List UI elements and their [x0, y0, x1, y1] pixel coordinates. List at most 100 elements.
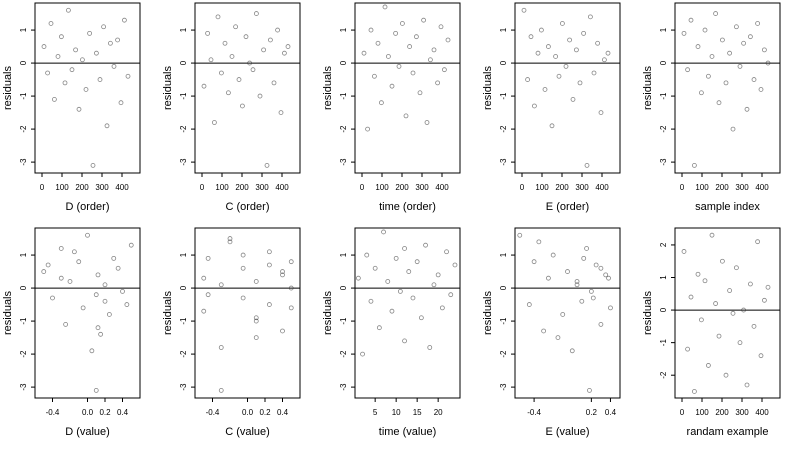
x-tick-label: 15: [413, 408, 422, 417]
point: [751, 77, 757, 82]
y-tick-label: -1: [179, 317, 188, 325]
point: [205, 255, 211, 261]
x-tick-label: 200: [715, 408, 729, 417]
point: [406, 269, 412, 274]
y-tick-label: -1: [659, 92, 668, 100]
point: [55, 54, 61, 59]
y-tick-label: 1: [339, 252, 348, 257]
y-axis-label: residuals: [2, 65, 14, 110]
point: [118, 100, 124, 106]
point: [205, 30, 211, 36]
point: [375, 40, 381, 46]
point: [688, 17, 694, 23]
point: [98, 331, 104, 337]
point: [448, 292, 454, 298]
point: [87, 30, 92, 36]
point: [288, 259, 294, 265]
point: [115, 265, 121, 271]
point: [393, 30, 399, 36]
x-tick-label: -0.4: [527, 408, 541, 417]
x-tick-label: 200: [715, 183, 729, 192]
point: [368, 27, 374, 33]
point: [407, 44, 413, 49]
point: [541, 328, 547, 334]
point: [720, 37, 725, 43]
point: [727, 288, 732, 293]
y-tick-label: -1: [19, 92, 28, 100]
y-tick-label: 1: [19, 252, 28, 257]
point: [385, 279, 391, 284]
point: [389, 308, 395, 314]
x-axis-label: C (value): [225, 426, 270, 438]
point: [574, 47, 579, 53]
point: [63, 321, 69, 327]
point: [588, 14, 593, 20]
panel: -3 -2 -1 0 1 -0.4 0.0 0.2 0.4 D (value) residuals: [2, 227, 141, 438]
x-tick-label: 100: [535, 183, 549, 192]
point: [80, 305, 86, 311]
y-axis-label: residuals: [322, 290, 334, 335]
point: [239, 103, 245, 109]
x-tick-label: 0: [680, 183, 685, 192]
point: [95, 325, 101, 331]
point: [66, 7, 71, 13]
panel: -3 -2 -1 0 1 -0.4 0.0 0.2 0.4 C (value) residuals: [162, 227, 301, 438]
point: [41, 44, 47, 49]
y-axis-label: residuals: [642, 65, 654, 110]
point: [569, 348, 575, 354]
point: [201, 83, 207, 89]
point: [598, 265, 604, 271]
point: [723, 372, 729, 378]
point: [288, 305, 294, 311]
x-tick-label: 0: [40, 183, 45, 192]
point: [280, 328, 285, 334]
point: [528, 34, 534, 40]
point: [560, 312, 566, 317]
point: [222, 40, 228, 46]
point: [360, 351, 365, 357]
y-tick-label: 0: [499, 60, 508, 65]
point: [723, 80, 729, 86]
x-tick-label: 10: [392, 408, 401, 417]
point: [532, 103, 537, 109]
y-tick-label: -1: [499, 92, 508, 100]
point: [565, 269, 570, 274]
y-tick-label: 1: [339, 27, 348, 32]
y-tick-label: -3: [499, 158, 508, 166]
point: [122, 17, 127, 23]
point: [681, 30, 687, 36]
point: [431, 47, 437, 53]
point: [762, 297, 767, 303]
point: [526, 302, 532, 307]
point: [236, 77, 242, 82]
point: [605, 50, 611, 56]
point: [257, 93, 263, 99]
point: [111, 63, 117, 69]
point: [288, 285, 294, 291]
point: [396, 63, 402, 69]
point: [716, 100, 722, 106]
point: [62, 80, 68, 86]
y-tick-label: 1: [659, 275, 668, 280]
point: [128, 242, 134, 248]
x-tick-label: 0.0: [242, 408, 254, 417]
y-tick-label: -3: [19, 158, 28, 166]
point: [603, 272, 609, 278]
point: [41, 269, 47, 274]
point: [264, 163, 270, 168]
y-axis-label: residuals: [322, 65, 334, 110]
y-tick-label: 0: [19, 285, 28, 290]
point: [702, 278, 708, 284]
point: [106, 312, 112, 317]
point: [452, 262, 458, 268]
plot-frame: [354, 227, 461, 399]
y-tick-label: 2: [659, 242, 668, 247]
x-tick-label: 0.2: [99, 408, 111, 417]
point: [765, 284, 771, 290]
point: [525, 77, 530, 82]
point: [253, 318, 259, 324]
point: [706, 363, 711, 368]
y-tick-label: -3: [499, 383, 508, 391]
y-tick-label: 1: [179, 27, 188, 32]
point: [581, 255, 587, 261]
